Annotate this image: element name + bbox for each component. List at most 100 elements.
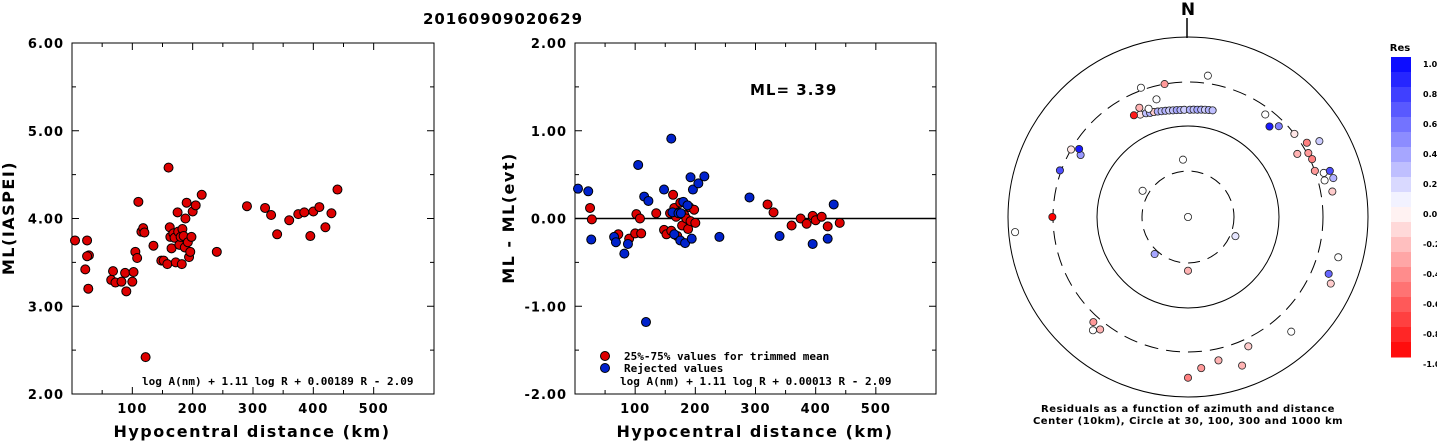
x-tick-label: 200 xyxy=(178,402,208,417)
residual-point xyxy=(1150,250,1159,259)
x-tick-label: 100 xyxy=(117,402,147,417)
x-tick-label: 100 xyxy=(620,402,650,417)
residual-point xyxy=(1315,137,1324,146)
y-tick-label: 2.00 xyxy=(531,37,567,52)
residual-point xyxy=(1048,212,1057,221)
x-tick-label: 500 xyxy=(861,402,891,417)
residual-point xyxy=(1334,253,1343,262)
colorbar-cell xyxy=(1391,267,1411,283)
kept-point xyxy=(83,283,94,294)
kept-point xyxy=(786,220,797,231)
kept-point xyxy=(266,209,277,220)
left-data-points xyxy=(70,162,343,363)
rejected-point xyxy=(640,317,651,328)
x-tick-label: 400 xyxy=(298,402,328,417)
colorbar-cell xyxy=(1391,237,1411,253)
colorbar-cell xyxy=(1391,342,1411,358)
colorbar-cell xyxy=(1391,87,1411,103)
kept-point xyxy=(132,252,143,263)
residual-point xyxy=(1178,155,1187,164)
colorbar-tick-label: -0.6 xyxy=(1423,300,1437,309)
kept-point xyxy=(190,200,201,211)
rejected-point xyxy=(619,248,630,259)
kept-point xyxy=(326,208,337,219)
left-formula: log A(nm) + 1.11 log R + 0.00189 R - 2.0… xyxy=(142,375,414,388)
colorbar-title: Res xyxy=(1390,43,1410,54)
residual-point xyxy=(1135,103,1144,112)
residual-point xyxy=(1320,176,1329,185)
middle-axis-ticks: -2.00 -1.00 0.00 1.00 2.00 100 200 300 400 500 xyxy=(525,37,936,417)
circle-100km xyxy=(1096,125,1280,309)
kept-point xyxy=(121,286,132,297)
rejected-point xyxy=(633,159,644,170)
kept-point xyxy=(260,202,271,213)
middle-formula: log A(nm) + 1.11 log R + 0.00013 R - 2.0… xyxy=(620,375,892,388)
legend-rejected-label: Rejected values xyxy=(624,362,723,375)
left-plot: 2.00 3.00 4.00 5.00 6.00 100 200 300 400 500 log … xyxy=(0,37,435,441)
residual-point xyxy=(1244,342,1253,351)
kept-point xyxy=(80,264,91,275)
residual-point xyxy=(1261,110,1270,119)
rejected-point xyxy=(583,186,594,197)
colorbar-cells xyxy=(1391,57,1411,358)
residual-point xyxy=(1136,83,1145,92)
rejected-point xyxy=(687,184,698,195)
rejected-point xyxy=(586,234,597,245)
y-tick-label: -2.00 xyxy=(525,388,567,403)
residual-point xyxy=(1197,364,1206,373)
residual-point xyxy=(1184,373,1193,382)
kept-point xyxy=(196,189,207,200)
kept-point xyxy=(120,267,131,278)
rejected-point xyxy=(699,171,710,182)
kept-point xyxy=(585,202,596,213)
rejected-point xyxy=(686,233,697,244)
kept-point xyxy=(176,259,187,270)
rejected-point xyxy=(666,133,677,144)
residual-point xyxy=(1290,129,1299,138)
residual-point xyxy=(1293,149,1302,158)
rejected-point xyxy=(828,199,839,210)
rejected-point xyxy=(822,233,833,244)
residual-point xyxy=(1325,166,1334,175)
rejected-point xyxy=(807,238,818,249)
colorbar-cell xyxy=(1391,207,1411,223)
residual-point xyxy=(1231,232,1240,241)
legend-kept-marker xyxy=(600,351,610,361)
rejected-point xyxy=(714,231,725,242)
colorbar-cell xyxy=(1391,177,1411,193)
rejected-point xyxy=(685,172,696,183)
colorbar-cell xyxy=(1391,297,1411,313)
kept-point xyxy=(163,162,174,173)
colorbar-cell xyxy=(1391,312,1411,328)
rejected-point xyxy=(774,231,785,242)
left-ylabel: ML(IASPEI) xyxy=(0,161,18,275)
rejected-point xyxy=(610,237,621,248)
colorbar-tick-label: 0.0 xyxy=(1423,210,1437,219)
residual-point xyxy=(1144,104,1153,113)
colorbar-cell xyxy=(1391,327,1411,343)
kept-point xyxy=(636,228,647,239)
kept-point xyxy=(586,214,597,225)
kept-point xyxy=(116,276,127,287)
colorbar-cell xyxy=(1391,72,1411,88)
colorbar-tick-label: -1.0 xyxy=(1423,360,1437,369)
residual-point xyxy=(1152,95,1161,104)
left-axis-ticks: 2.00 3.00 4.00 5.00 6.00 100 200 300 400 500 xyxy=(28,37,434,417)
polar-data-points xyxy=(1011,71,1343,382)
kept-point xyxy=(181,197,192,208)
x-tick-label: 400 xyxy=(801,402,831,417)
kept-point xyxy=(211,246,222,257)
residual-point xyxy=(1238,361,1247,370)
residual-point xyxy=(1067,145,1076,154)
colorbar-tick-label: 0.4 xyxy=(1423,150,1437,159)
colorbar-cell xyxy=(1391,162,1411,178)
y-tick-label: 5.00 xyxy=(28,125,64,140)
kept-point xyxy=(816,211,827,222)
rejected-point xyxy=(659,184,670,195)
middle-data-points xyxy=(573,133,845,328)
kept-point xyxy=(651,208,662,219)
colorbar-ticks: 1.0 0.8 0.6 0.4 0.2 0.0 -0.2 -0.4 -0.6 -0.8 -1.0 xyxy=(1423,60,1437,369)
kept-point xyxy=(634,213,645,224)
x-tick-label: 200 xyxy=(680,402,710,417)
residual-point xyxy=(1324,269,1333,278)
